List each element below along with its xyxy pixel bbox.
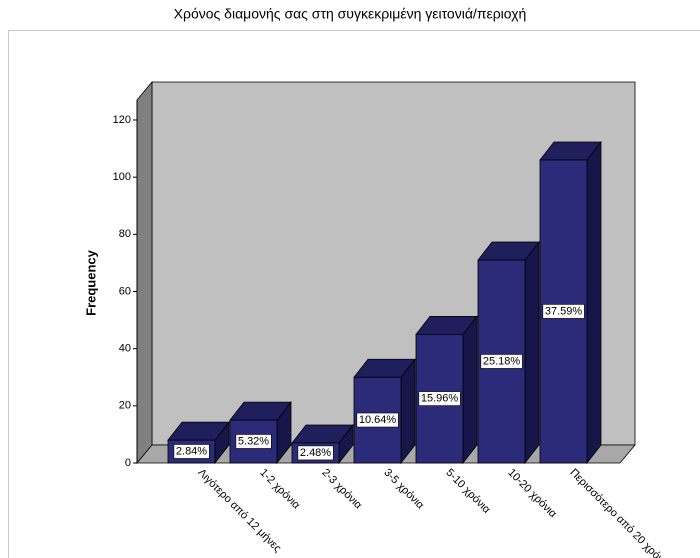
data-label: 10.64% [359,414,397,426]
data-label-box [173,444,210,459]
bar-side [586,140,602,465]
y-tick-label: 40 [119,343,131,355]
bar-side [524,240,540,465]
data-label: 25.18% [483,355,521,367]
y-tick-label: 120 [113,114,131,126]
chart-title: Χρόνος διαμονής σας στη συγκεκριμένη γει… [174,6,527,22]
data-label-box [542,304,585,319]
data-label: 15.96% [421,393,459,405]
data-label: 37.59% [545,305,583,317]
y-tick-label: 100 [113,171,131,183]
y-tick-label: 0 [125,457,131,469]
data-label-box [297,445,334,461]
data-label: 2.48% [300,447,331,459]
data-label: 2.84% [176,445,207,457]
data-label-box [480,354,523,369]
data-label-box [235,434,272,449]
bar-side [462,315,478,465]
y-axis-label: Frequency [83,249,98,316]
y-tick-label: 60 [119,285,131,297]
y-tick-label: 20 [119,400,131,412]
side-wall [136,80,153,465]
data-label-box [418,391,461,406]
data-label: 5.32% [238,435,269,447]
data-label-box [356,412,399,428]
y-tick-label: 80 [119,228,131,240]
